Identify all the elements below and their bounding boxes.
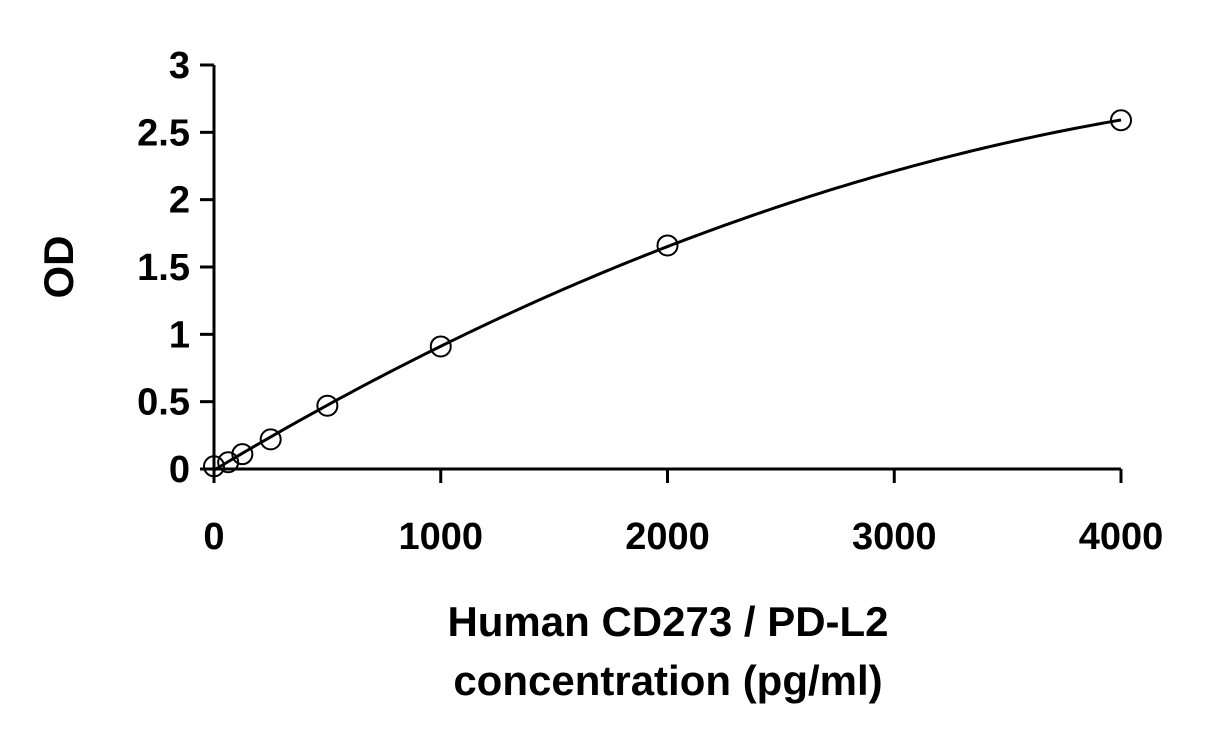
x-tick-label: 4000 (1079, 516, 1164, 558)
y-tick-label: 2 (169, 180, 190, 222)
data-point (429, 335, 452, 358)
data-point (231, 443, 254, 466)
fit-curve (213, 118, 1122, 472)
y-axis-title: OD (35, 236, 82, 299)
x-tick-label: 2000 (625, 516, 710, 558)
data-point (1110, 109, 1132, 132)
data-point (656, 234, 679, 257)
axes (212, 65, 1121, 471)
y-tick-label: 0.5 (137, 382, 190, 424)
data-point (203, 455, 225, 478)
x-tick-label: 3000 (852, 516, 937, 558)
y-tick-label: 0 (169, 449, 190, 491)
y-tick-label: 3 (169, 45, 190, 87)
y-tick-label: 1 (169, 314, 190, 356)
x-tick-label: 0 (203, 516, 224, 558)
y-tick-label: 1.5 (137, 247, 190, 289)
data-point (259, 428, 282, 451)
x-axis-title-line-2: concentration (pg/ml) (453, 657, 882, 704)
x-axis-title-line-1: Human CD273 / PD-L2 (447, 598, 888, 645)
y-tick-label: 2.5 (137, 112, 190, 154)
data-point (316, 394, 339, 417)
x-tick-label: 1000 (398, 516, 483, 558)
x-axis-ticks: 0 1000 2000 3000 4000 (203, 469, 1163, 558)
y-axis-ticks: 0 0.5 1 1.5 2 2.5 3 (137, 45, 214, 491)
data-points (203, 109, 1132, 478)
